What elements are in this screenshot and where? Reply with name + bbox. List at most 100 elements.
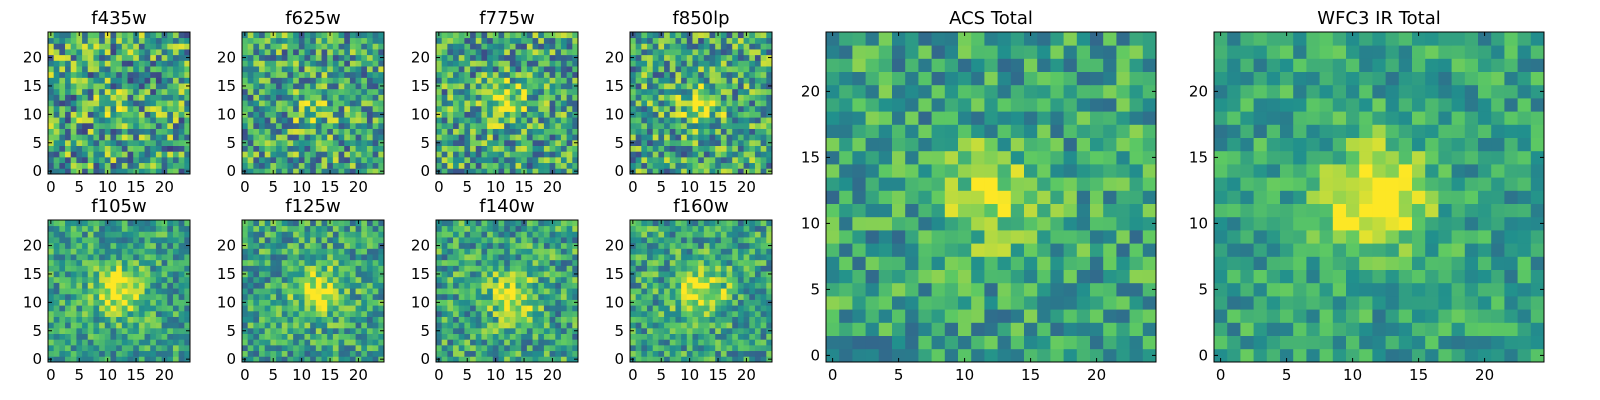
heatmap-cell (293, 220, 300, 227)
heatmap-cell (475, 122, 482, 129)
heatmap-cell (155, 43, 162, 50)
heatmap-cell (355, 322, 362, 329)
heatmap-cell (264, 220, 271, 227)
heatmap-cell (133, 293, 140, 300)
heatmap-cell (59, 60, 66, 67)
heatmap-cell (555, 327, 562, 334)
heatmap-cell (498, 168, 505, 175)
heatmap-cell (355, 333, 362, 340)
heatmap-cell (76, 111, 83, 118)
heatmap-cell (344, 139, 351, 146)
heatmap-cell (104, 293, 111, 300)
heatmap-cell (167, 54, 174, 61)
heatmap-cell (310, 254, 317, 261)
heatmap-cell (70, 43, 77, 50)
heatmap-cell (321, 316, 328, 323)
heatmap-cell (453, 288, 460, 295)
heatmap-cell (441, 310, 448, 317)
heatmap-cell (453, 327, 460, 334)
heatmap-cell (526, 71, 533, 78)
heatmap-cell (287, 350, 294, 357)
heatmap-cell (749, 117, 756, 124)
heatmap-cell (361, 37, 368, 44)
heatmap-cell (93, 111, 100, 118)
heatmap-cell (253, 83, 260, 90)
heatmap-cell (458, 305, 465, 312)
heatmap-cell (641, 293, 648, 300)
heatmap-cell (692, 145, 699, 152)
heatmap-cell (253, 310, 260, 317)
heatmap-cell (549, 71, 556, 78)
heatmap-cell (458, 145, 465, 152)
heatmap-cell (48, 259, 55, 266)
heatmap-cell (253, 168, 260, 175)
heatmap-cell (361, 105, 368, 112)
heatmap-cell (361, 111, 368, 118)
heatmap-cell (332, 356, 339, 363)
heatmap-cell (155, 225, 162, 232)
heatmap-cell (515, 299, 522, 306)
y-tick-label: 15 (23, 77, 42, 95)
heatmap-cell (48, 316, 55, 323)
heatmap-cell (366, 32, 374, 39)
heatmap-cell (361, 237, 368, 244)
heatmap-cell (59, 117, 66, 124)
heatmap-cell (144, 156, 151, 164)
heatmap-cell (76, 139, 83, 146)
heatmap-cell (304, 43, 311, 50)
heatmap-cell (669, 305, 676, 312)
heatmap-cell (76, 94, 83, 101)
heatmap-cell (116, 105, 123, 112)
heatmap-cell (70, 94, 77, 101)
heatmap-cell (526, 83, 533, 90)
heatmap-cell (555, 128, 562, 135)
heatmap-cell (475, 88, 482, 95)
heatmap-cell (464, 265, 471, 272)
heatmap-cell (475, 293, 482, 300)
heatmap-cell (338, 128, 345, 135)
heatmap-cell (82, 271, 89, 278)
panel-title: f105w (91, 196, 146, 217)
heatmap-cell (178, 71, 185, 78)
heatmap-cell (281, 259, 288, 266)
heatmap-cell (264, 242, 271, 249)
heatmap-cell (549, 134, 556, 141)
heatmap-cell (555, 168, 562, 175)
heatmap-cell (144, 105, 151, 112)
heatmap-cell (737, 49, 744, 56)
heatmap-cell (270, 139, 277, 146)
heatmap-cell (53, 259, 60, 266)
heatmap-cell (652, 316, 659, 323)
heatmap-cell (116, 237, 123, 244)
heatmap-cell (737, 276, 744, 283)
heatmap-cell (110, 242, 117, 249)
heatmap-cell (70, 77, 77, 84)
heatmap-cell (630, 49, 637, 56)
heatmap-cell (355, 327, 362, 334)
heatmap-cell (315, 339, 322, 346)
heatmap-cell (698, 344, 705, 352)
heatmap-cell (453, 344, 460, 352)
heatmap-cell (378, 94, 385, 101)
heatmap-cell (281, 162, 288, 169)
heatmap-cell (669, 350, 676, 357)
heatmap-cell (247, 151, 254, 158)
heatmap-cell (144, 333, 151, 340)
heatmap-cell (675, 276, 682, 283)
heatmap-cell (161, 293, 168, 300)
heatmap-cell (681, 316, 688, 323)
heatmap-cell (572, 310, 579, 317)
heatmap-cell (121, 327, 128, 334)
heatmap-cell (498, 356, 505, 363)
heatmap-cell (270, 94, 277, 101)
heatmap-cell (436, 100, 443, 107)
heatmap-cell (664, 299, 671, 306)
heatmap-cell (481, 259, 488, 266)
heatmap-cell (247, 327, 254, 334)
heatmap-cell (703, 83, 710, 90)
heatmap-cell (532, 134, 539, 141)
heatmap-cell (259, 88, 266, 95)
heatmap-cell (298, 162, 305, 169)
heatmap-cell (509, 128, 516, 135)
